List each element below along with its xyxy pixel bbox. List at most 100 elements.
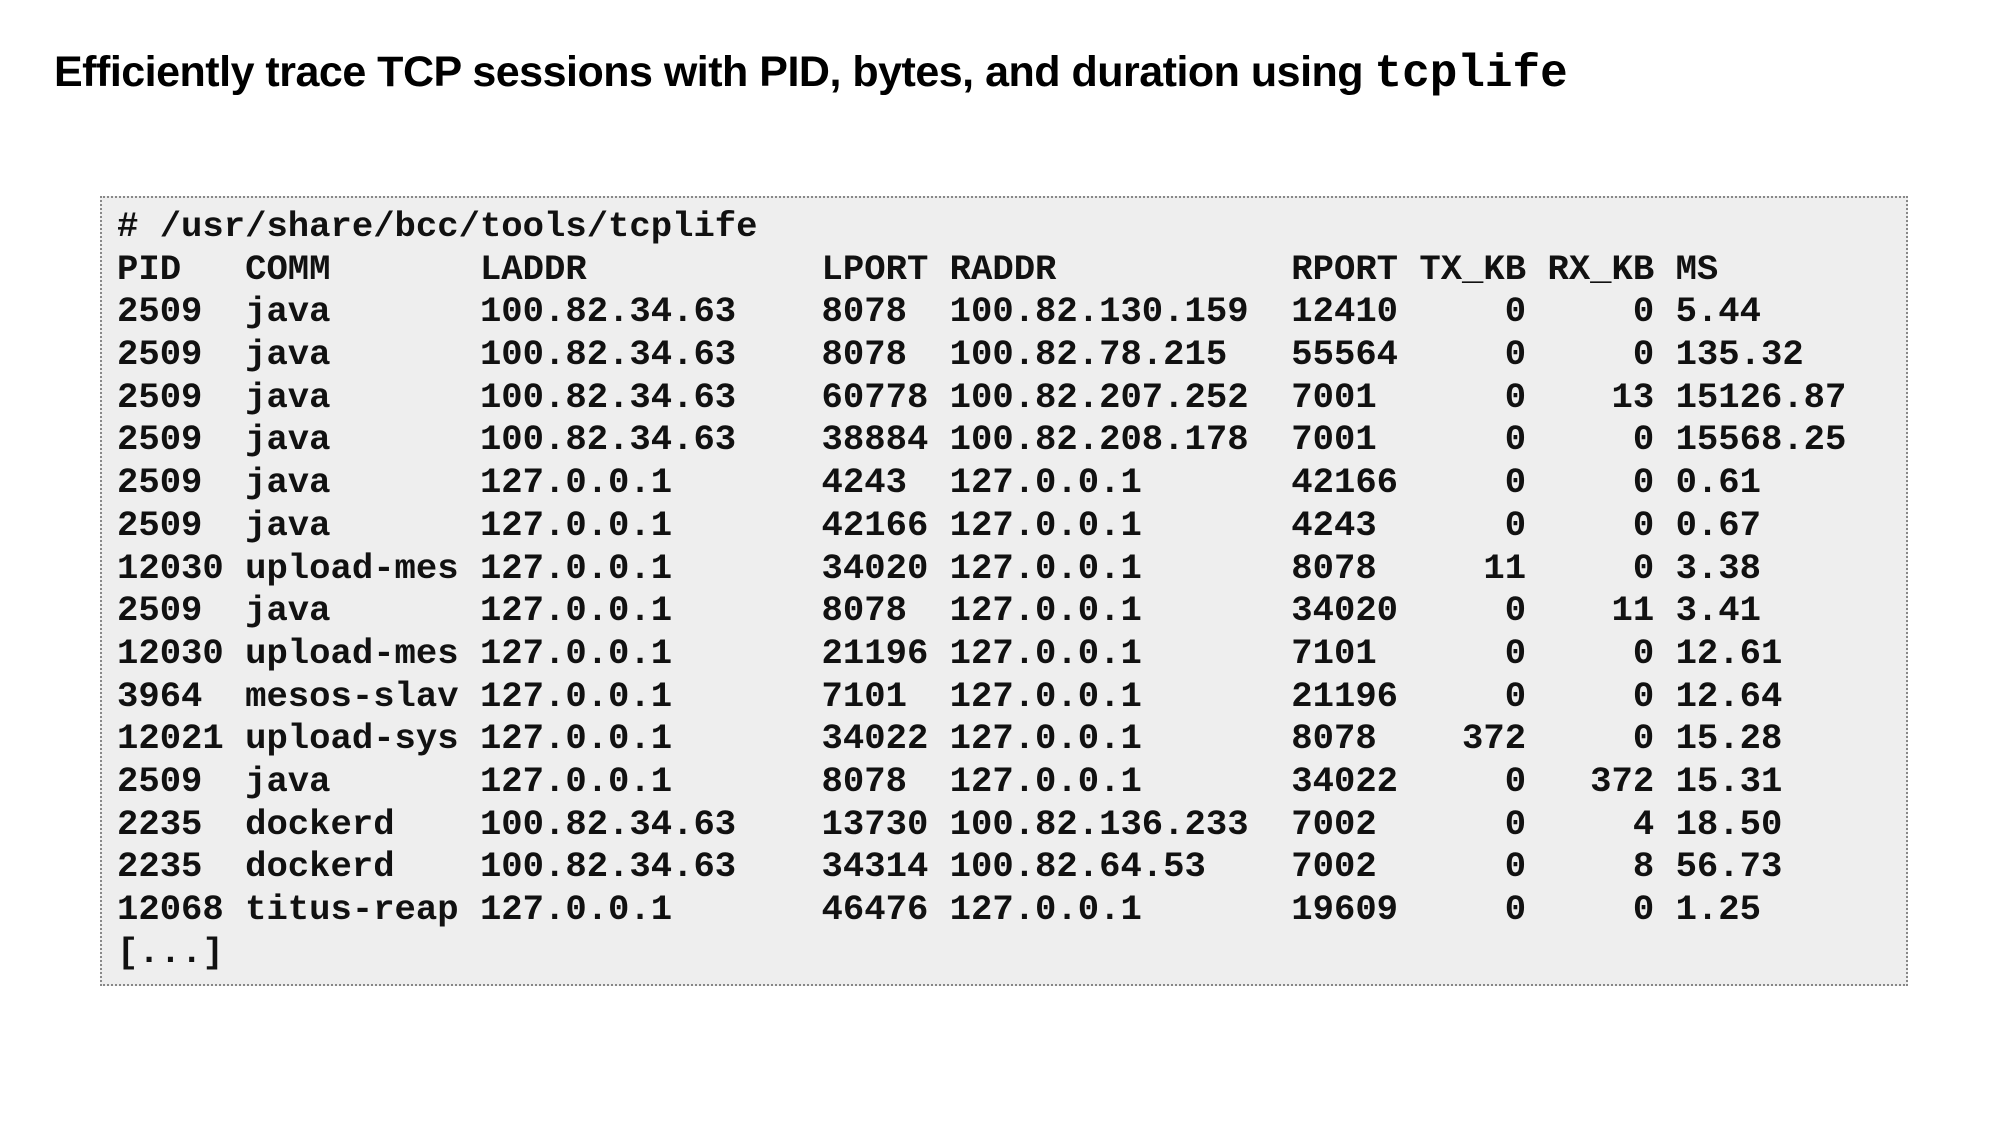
table-cell: 127.0.0.1 xyxy=(949,889,1142,930)
table-row: 2509 java 127.0.0.1 8078 127.0.0.1 34022 0 372 1… xyxy=(117,761,1906,804)
table-cell: java xyxy=(245,334,331,376)
table-cell: 127.0.0.1 xyxy=(949,462,1142,504)
table-cell: 0 xyxy=(1504,334,1527,376)
table-cell: 11 xyxy=(1611,590,1655,632)
table-cell: 19609 xyxy=(1291,889,1399,930)
slide-title: Efficiently trace TCP sessions with PID,… xyxy=(54,48,1568,100)
table-cell: 127.0.0.1 xyxy=(949,718,1142,760)
table-cell: 2509 xyxy=(117,419,203,461)
table-cell: 127.0.0.1 xyxy=(479,547,673,589)
table-cell: 0.61 xyxy=(1675,462,1761,504)
table-row: 2509 java 100.82.34.63 38884 100.82.208.178 7… xyxy=(117,419,1906,462)
table-cell: 3964 xyxy=(117,675,203,717)
table-cell: 56.73 xyxy=(1675,846,1783,888)
table-cell: 100.82.34.63 xyxy=(479,376,737,418)
table-cell: 34020 xyxy=(821,547,929,589)
table-cell: 100.82.34.63 xyxy=(479,291,737,333)
table-cell: 0 xyxy=(1504,846,1527,888)
table-cell: 127.0.0.1 xyxy=(949,675,1142,717)
table-cell: java xyxy=(245,462,331,504)
terminal-output: # /usr/share/bcc/tools/tcplife PID COMM LA… xyxy=(100,196,1908,986)
table-cell: 34022 xyxy=(821,718,929,760)
table-cell: 100.82.34.63 xyxy=(479,419,737,461)
table-cell: 100.82.34.63 xyxy=(479,803,737,845)
table-cell: 13 xyxy=(1611,376,1655,418)
table-row: 2509 java 127.0.0.1 4243 127.0.0.1 42166 0 0 0.6… xyxy=(117,462,1906,505)
table-cell: 21196 xyxy=(1291,675,1399,717)
header-cell: PID xyxy=(117,248,182,290)
table-cell: 100.82.208.178 xyxy=(949,419,1249,461)
table-cell: 7101 xyxy=(821,675,907,717)
table-cell: 0.67 xyxy=(1675,504,1761,546)
table-row: 12030 upload-mes 127.0.0.1 34020 127.0.0.1 80… xyxy=(117,548,1906,591)
table-cell: 7002 xyxy=(1291,846,1377,888)
table-cell: 135.32 xyxy=(1675,334,1804,376)
header-cell: RPORT xyxy=(1291,248,1399,290)
table-cell: 127.0.0.1 xyxy=(479,632,673,674)
table-cell: 0 xyxy=(1632,632,1655,674)
table-cell: 0 xyxy=(1504,632,1527,674)
table-cell: 0 xyxy=(1632,419,1655,461)
table-cell: 60778 xyxy=(821,376,929,418)
table-cell: 2235 xyxy=(117,846,203,888)
header-cell: COMM xyxy=(245,248,331,290)
table-cell: 0 xyxy=(1504,462,1527,504)
table-cell: 0 xyxy=(1632,547,1655,589)
table-cell: dockerd xyxy=(245,803,395,845)
table-cell: 4243 xyxy=(1291,504,1377,546)
command-line: # /usr/share/bcc/tools/tcplife xyxy=(117,206,1906,249)
table-cell: 7101 xyxy=(1291,632,1377,674)
title-text: Efficiently trace TCP sessions with PID,… xyxy=(54,48,1364,96)
table-cell: 1.25 xyxy=(1675,889,1761,930)
table-cell: 15568.25 xyxy=(1675,419,1847,461)
table-cell: java xyxy=(245,419,331,461)
table-cell: 12410 xyxy=(1291,291,1399,333)
table-cell: 100.82.130.159 xyxy=(949,291,1249,333)
table-cell: 2509 xyxy=(117,334,203,376)
table-cell: 15.31 xyxy=(1675,760,1783,802)
table-cell: 15126.87 xyxy=(1675,376,1847,418)
ellipsis-line: [...] xyxy=(117,932,1906,975)
table-cell: 34314 xyxy=(821,846,929,888)
table-cell: 15.28 xyxy=(1675,718,1783,760)
table-cell: 0 xyxy=(1504,291,1527,333)
header-cell: LPORT xyxy=(821,248,929,290)
table-cell: 100.82.207.252 xyxy=(949,376,1249,418)
table-cell: 34022 xyxy=(1291,760,1399,802)
table-cell: 21196 xyxy=(821,632,929,674)
table-cell: 4 xyxy=(1632,803,1655,845)
table-cell: 8078 xyxy=(821,291,907,333)
table-cell: 0 xyxy=(1504,760,1527,802)
table-cell: 127.0.0.1 xyxy=(949,632,1142,674)
table-cell: 12021 xyxy=(117,718,224,760)
table-cell: 7001 xyxy=(1291,376,1377,418)
table-cell: 3.41 xyxy=(1675,590,1761,632)
table-cell: 13730 xyxy=(821,803,929,845)
table-cell: java xyxy=(245,291,331,333)
table-cell: 11 xyxy=(1483,547,1527,589)
table-row: 2509 java 100.82.34.63 8078 100.82.130.159 12… xyxy=(117,291,1906,334)
table-row: 2235 dockerd 100.82.34.63 13730 100.82.136.2… xyxy=(117,804,1906,847)
table-cell: 2509 xyxy=(117,504,203,546)
table-cell: 42166 xyxy=(821,504,929,546)
table-cell: 0 xyxy=(1632,675,1655,717)
table-cell: titus-reap xyxy=(245,889,459,930)
table-cell: 0 xyxy=(1632,504,1655,546)
table-cell: 8078 xyxy=(821,334,907,376)
table: PID COMM LADDR LPORT RADDR RPORT TX_KB RX_KB MS 2… xyxy=(117,249,1906,932)
table-cell: 0 xyxy=(1504,590,1527,632)
header-cell: LADDR xyxy=(479,248,587,290)
table-cell: 8078 xyxy=(1291,718,1377,760)
table-cell: 0 xyxy=(1632,334,1655,376)
command: # /usr/share/bcc/tools/tcplife xyxy=(117,206,758,247)
header-cell: MS xyxy=(1675,248,1719,290)
table-cell: 4243 xyxy=(821,462,907,504)
table-cell: 3.38 xyxy=(1675,547,1761,589)
table-cell: 0 xyxy=(1504,419,1527,461)
table-cell: 2509 xyxy=(117,462,203,504)
table-cell: 2509 xyxy=(117,291,203,333)
table-row: 2509 java 100.82.34.63 8078 100.82.78.215 555… xyxy=(117,334,1906,377)
table-row: 2235 dockerd 100.82.34.63 34314 100.82.64.53… xyxy=(117,846,1906,889)
table-cell: 127.0.0.1 xyxy=(479,462,673,504)
